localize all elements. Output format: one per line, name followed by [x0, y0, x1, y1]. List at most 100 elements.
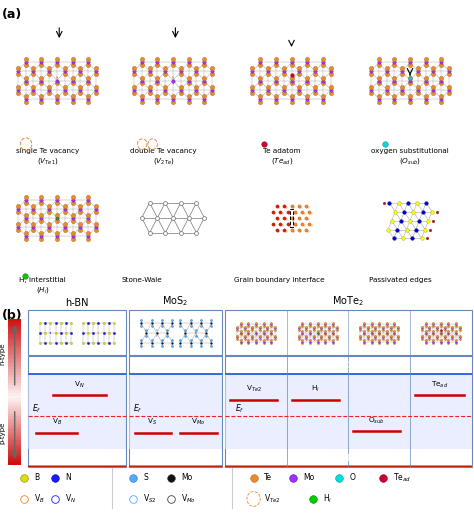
Text: CB: CB: [342, 361, 355, 370]
Text: V$_{S2}$: V$_{S2}$: [143, 493, 157, 505]
Bar: [8, 396, 21, 398]
Bar: [129, 466, 222, 467]
Bar: [28, 466, 126, 467]
Bar: [8, 370, 21, 372]
Bar: [8, 418, 21, 420]
Bar: [129, 466, 222, 467]
Bar: [8, 463, 21, 465]
Bar: [8, 414, 21, 416]
Bar: [8, 354, 21, 356]
Bar: [8, 343, 21, 346]
Bar: [28, 373, 126, 374]
Bar: [129, 373, 222, 374]
Bar: [225, 466, 472, 467]
Bar: [129, 373, 222, 374]
Text: H, interstitial
$(H_i)$: H, interstitial $(H_i)$: [19, 277, 66, 295]
Text: V$_N$: V$_N$: [73, 380, 84, 390]
Bar: [8, 447, 21, 449]
Bar: [129, 374, 222, 375]
Bar: [28, 373, 126, 374]
Bar: [28, 466, 126, 467]
Text: V$_{Te2}$: V$_{Te2}$: [264, 493, 281, 505]
Bar: [225, 466, 472, 467]
Text: V$_B$: V$_B$: [52, 417, 62, 428]
Bar: [225, 466, 472, 467]
Bar: [225, 466, 472, 467]
Bar: [28, 466, 126, 467]
Bar: [8, 398, 21, 401]
Bar: [28, 466, 126, 467]
Bar: [8, 325, 21, 327]
Bar: [225, 373, 472, 374]
Text: MoTe$_2$: MoTe$_2$: [332, 294, 365, 308]
Text: Grain boundary interface: Grain boundary interface: [234, 277, 325, 283]
Bar: [225, 373, 472, 374]
Bar: [28, 373, 126, 374]
Bar: [129, 466, 222, 467]
Bar: [129, 466, 222, 467]
Bar: [8, 341, 21, 343]
Bar: [225, 466, 472, 467]
Bar: [225, 373, 472, 374]
Bar: [8, 338, 21, 341]
Bar: [225, 374, 472, 375]
Text: V$_{Mo}$: V$_{Mo}$: [191, 417, 206, 428]
Bar: [8, 427, 21, 429]
Bar: [28, 356, 126, 467]
Bar: [8, 362, 21, 364]
Bar: [129, 466, 222, 467]
Bar: [225, 310, 472, 355]
Bar: [8, 335, 21, 338]
Text: Stone-Wale: Stone-Wale: [122, 277, 163, 283]
Text: n-type: n-type: [0, 342, 6, 365]
Bar: [28, 466, 126, 467]
Text: H$_i$: H$_i$: [323, 493, 333, 505]
Bar: [129, 466, 222, 467]
Bar: [129, 466, 222, 467]
Bar: [28, 373, 126, 374]
Bar: [8, 416, 21, 418]
Bar: [225, 373, 472, 374]
Bar: [225, 373, 472, 374]
Bar: [8, 433, 21, 436]
Text: p-type: p-type: [0, 422, 6, 444]
Bar: [8, 451, 21, 454]
Bar: [129, 466, 222, 467]
Bar: [225, 375, 472, 449]
Bar: [129, 373, 222, 374]
Bar: [225, 373, 472, 374]
Bar: [225, 373, 472, 374]
Text: single Te vacancy
$(V_{Te1})$: single Te vacancy $(V_{Te1})$: [16, 148, 79, 166]
Bar: [129, 466, 222, 467]
Bar: [28, 466, 126, 467]
Bar: [8, 356, 21, 359]
Bar: [225, 373, 472, 374]
Bar: [28, 310, 126, 355]
Bar: [225, 466, 472, 467]
Text: V$_{Mo}$: V$_{Mo}$: [181, 493, 196, 505]
Bar: [225, 466, 472, 467]
Bar: [225, 466, 472, 467]
Bar: [8, 401, 21, 403]
Bar: [129, 373, 222, 374]
Bar: [8, 442, 21, 445]
Bar: [225, 373, 472, 374]
Bar: [28, 373, 126, 374]
Bar: [290, 209, 293, 227]
Bar: [28, 373, 126, 374]
Bar: [129, 373, 222, 374]
Bar: [28, 466, 126, 467]
Bar: [129, 373, 222, 374]
Bar: [8, 423, 21, 425]
Bar: [28, 375, 126, 449]
Bar: [129, 466, 222, 467]
Bar: [8, 456, 21, 458]
Bar: [8, 425, 21, 427]
Bar: [129, 373, 222, 374]
Text: (a): (a): [2, 8, 23, 21]
Bar: [225, 373, 472, 374]
Bar: [8, 385, 21, 388]
Bar: [8, 322, 21, 325]
Bar: [8, 367, 21, 370]
Bar: [28, 466, 126, 467]
